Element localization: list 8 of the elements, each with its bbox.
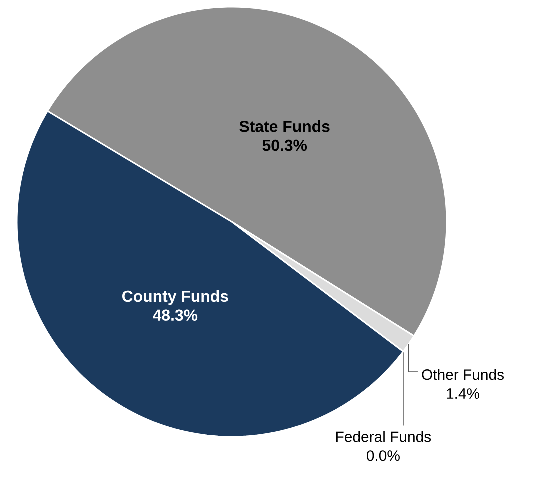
slice-label: County Funds bbox=[122, 290, 228, 306]
data-label: 1.4% bbox=[447, 388, 480, 400]
data-label: 50.3% bbox=[262, 140, 308, 152]
slice-label: Other Funds bbox=[422, 369, 504, 380]
category-label: Federal Funds bbox=[336, 431, 432, 442]
slice-label: State Funds bbox=[240, 120, 330, 132]
text: 0.0% bbox=[366, 450, 400, 462]
data-label: 48.3% bbox=[153, 310, 198, 322]
